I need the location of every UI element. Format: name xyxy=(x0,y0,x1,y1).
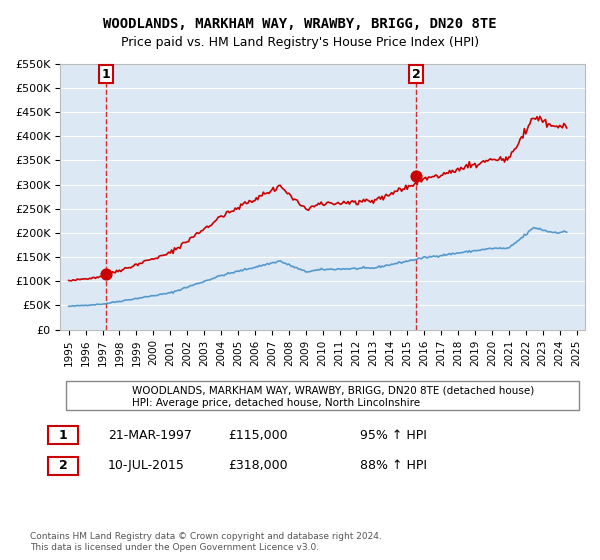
Text: Contains HM Land Registry data © Crown copyright and database right 2024.
This d: Contains HM Land Registry data © Crown c… xyxy=(30,532,382,552)
Text: £318,000: £318,000 xyxy=(228,459,287,473)
Text: 2: 2 xyxy=(59,459,67,473)
Text: HPI: Average price, detached house, North Lincolnshire: HPI: Average price, detached house, Nort… xyxy=(132,398,420,408)
Text: WOODLANDS, MARKHAM WAY, WRAWBY, BRIGG, DN20 8TE (detached house): WOODLANDS, MARKHAM WAY, WRAWBY, BRIGG, D… xyxy=(132,385,534,395)
Text: 10-JUL-2015: 10-JUL-2015 xyxy=(108,459,185,473)
Text: 1: 1 xyxy=(102,68,110,81)
Text: 1: 1 xyxy=(59,428,67,442)
Text: 21-MAR-1997: 21-MAR-1997 xyxy=(108,428,192,442)
Text: WOODLANDS, MARKHAM WAY, WRAWBY, BRIGG, DN20 8TE: WOODLANDS, MARKHAM WAY, WRAWBY, BRIGG, D… xyxy=(103,17,497,31)
Text: 88% ↑ HPI: 88% ↑ HPI xyxy=(360,459,427,473)
Text: £115,000: £115,000 xyxy=(228,428,287,442)
Text: 95% ↑ HPI: 95% ↑ HPI xyxy=(360,428,427,442)
Text: Price paid vs. HM Land Registry's House Price Index (HPI): Price paid vs. HM Land Registry's House … xyxy=(121,36,479,49)
Point xyxy=(411,171,421,180)
Text: 2: 2 xyxy=(412,68,421,81)
Point xyxy=(101,269,111,278)
